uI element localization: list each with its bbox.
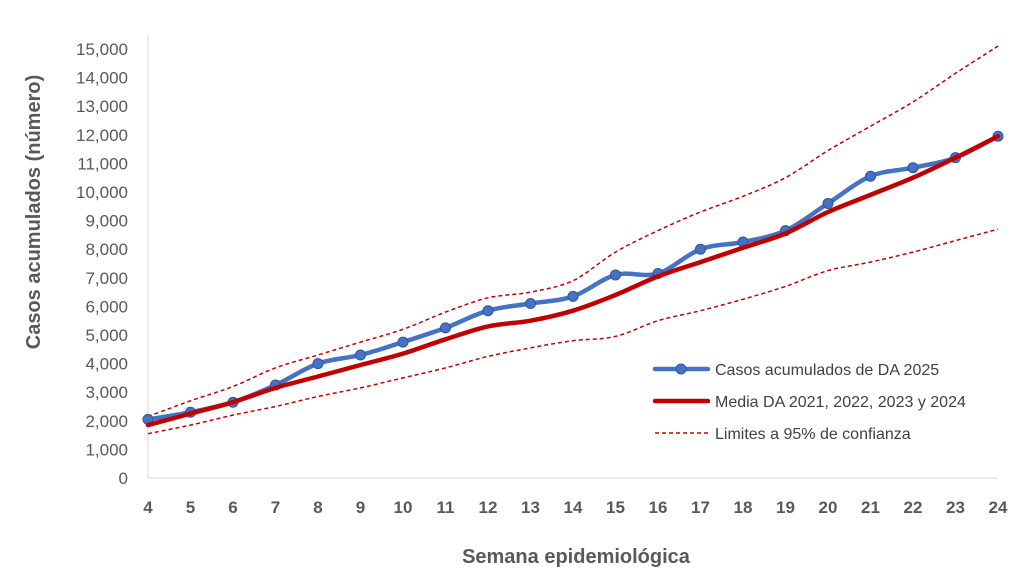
x-axis-title: Semana epidemiológica: [462, 546, 691, 568]
x-tick-label: 5: [186, 498, 195, 517]
y-tick-label: 6,000: [85, 297, 128, 316]
x-tick-label: 8: [313, 498, 322, 517]
y-tick-label: 8,000: [85, 240, 128, 259]
x-tick-label: 7: [271, 498, 280, 517]
series-point: [482, 305, 494, 317]
x-tick-label: 14: [564, 498, 583, 517]
y-tick-label: 0: [119, 469, 128, 488]
x-tick-label: 13: [521, 498, 540, 517]
x-tick-label: 12: [479, 498, 498, 517]
x-tick-label: 11: [437, 498, 455, 517]
x-tick-label: 22: [904, 498, 923, 517]
legend: Casos acumulados de DA 2025 Media DA 2021…: [652, 362, 966, 443]
series-point: [865, 170, 876, 182]
x-tick-label: 9: [356, 498, 365, 517]
legend-label: Limites a 95% de confianza: [715, 426, 911, 443]
series-point: [525, 298, 536, 310]
y-tick-label: 1,000: [85, 440, 128, 459]
x-tick-label: 19: [776, 498, 795, 517]
x-tick-label: 6: [228, 498, 237, 517]
y-tick-label: 12,000: [76, 126, 128, 145]
series-point: [907, 162, 919, 174]
legend-marker: [675, 363, 687, 375]
x-tick-label: 24: [989, 498, 1008, 517]
series-point: [355, 349, 366, 361]
x-tick-label: 18: [734, 498, 753, 517]
y-tick-label: 14,000: [76, 69, 128, 88]
series-line-2: [147, 45, 999, 418]
y-tick-label: 5,000: [85, 326, 128, 345]
legend-item: Casos acumulados de DA 2025: [652, 362, 939, 379]
x-tick-label: 17: [691, 498, 710, 517]
y-tick-label: 7,000: [85, 269, 128, 288]
y-tick-label: 2,000: [85, 412, 128, 431]
series-point: [312, 358, 324, 370]
y-tick-label: 3,000: [85, 383, 128, 402]
series-point: [695, 243, 706, 255]
series-point: [567, 290, 579, 302]
x-tick-label: 15: [606, 498, 625, 517]
legend-item: Limites a 95% de confianza: [655, 426, 911, 443]
y-tick-label: 9,000: [85, 212, 128, 231]
y-tick-label: 10,000: [76, 183, 128, 202]
y-tick-label: 4,000: [85, 355, 128, 374]
x-tick-label: 10: [394, 498, 413, 517]
series-line-3: [147, 228, 999, 435]
legend-label: Media DA 2021, 2022, 2023 y 2024: [715, 394, 966, 411]
series-point: [397, 336, 409, 348]
y-tick-label: 11,000: [77, 154, 128, 173]
x-tick-label: 4: [143, 498, 153, 517]
x-tick-labels: 4 5 6 7 8 9 10 11 12 13 14 15 16 17 18 19 20 21 22 23 24: [143, 498, 1008, 517]
x-tick-label: 20: [819, 498, 838, 517]
y-tick-label: 13,000: [76, 97, 128, 116]
y-tick-label: 15,000: [76, 40, 128, 59]
legend-item: Media DA 2021, 2022, 2023 y 2024: [652, 394, 966, 411]
plot-area: 0 1,000 2,000 3,000 4,000 5,000 6,000 7,000 8,00…: [76, 35, 1008, 517]
x-tick-label: 16: [649, 498, 668, 517]
series-layer: [142, 45, 1004, 435]
series-point: [822, 197, 834, 209]
x-tick-label: 23: [946, 498, 965, 517]
series-point: [610, 269, 621, 281]
x-tick-label: 21: [861, 498, 880, 517]
series-point: [440, 322, 451, 334]
legend-label: Casos acumulados de DA 2025: [715, 362, 939, 379]
y-tick-labels: 0 1,000 2,000 3,000 4,000 5,000 6,000 7,000 8,00…: [76, 40, 128, 488]
series-line-1: [145, 133, 1001, 428]
y-axis-title: Casos acumulados (número): [23, 75, 45, 350]
